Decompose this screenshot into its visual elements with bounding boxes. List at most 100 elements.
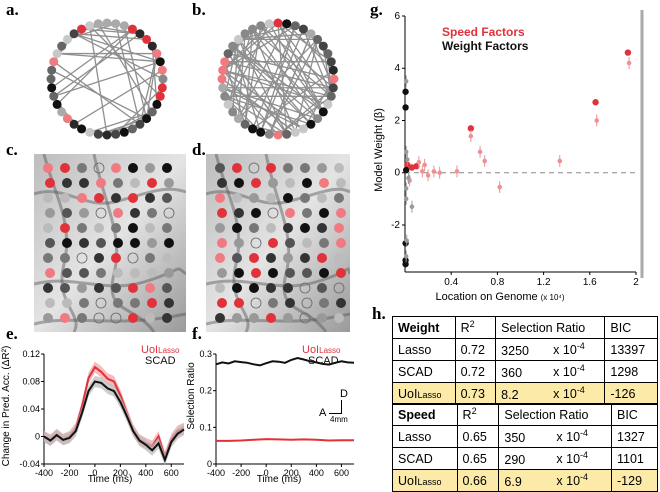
electrode — [77, 313, 87, 323]
series-line-scad — [215, 356, 355, 367]
table-header-cell: BIC — [611, 403, 658, 426]
panel-f-ylabel: Selection Ratio — [186, 362, 197, 430]
electrode — [60, 253, 70, 263]
electrode-empty — [93, 162, 105, 174]
network-diagram-a — [46, 18, 168, 140]
network-node — [57, 107, 67, 117]
network-edge — [227, 28, 254, 105]
y-tick-label: -0.04 — [19, 459, 40, 469]
network-edge — [222, 23, 270, 71]
network-node — [256, 21, 266, 31]
network-node — [102, 18, 112, 28]
electrode — [249, 283, 259, 293]
electrode — [317, 283, 327, 293]
electrode — [319, 268, 329, 278]
electrode — [43, 253, 53, 263]
table-cell: Lasso — [392, 338, 456, 361]
point-weight-light — [403, 186, 409, 191]
point-speed-light — [437, 170, 442, 176]
network-node — [52, 99, 62, 109]
electrode — [43, 313, 53, 323]
electrode — [145, 223, 155, 233]
electrode — [60, 223, 70, 233]
scale-bar: D A 4mm — [319, 388, 351, 424]
electrode — [266, 283, 276, 293]
network-edge — [56, 28, 133, 105]
electrode — [283, 283, 293, 293]
network-edge — [260, 25, 334, 89]
table-cell: 0.66 — [456, 469, 500, 492]
electrode — [162, 193, 172, 203]
network-node — [93, 19, 103, 29]
y-tick-label: -2 — [391, 220, 400, 231]
network-node — [248, 124, 258, 134]
electrode — [317, 223, 327, 233]
point-speed-factors — [467, 125, 475, 132]
electrode — [317, 193, 327, 203]
electrode — [251, 178, 261, 188]
x-tick-label: -200 — [232, 468, 250, 478]
results-table-speed: Speed R2 Selection Ratio BIC Lasso 0.65 350 x 1… — [392, 403, 658, 492]
network-node — [223, 49, 233, 59]
panel-f-legend-uoi: UoILasso — [302, 344, 341, 356]
electrode — [43, 283, 53, 293]
point-weight-light — [403, 254, 409, 259]
network-node — [223, 99, 233, 109]
electrode — [79, 178, 89, 188]
scale-dir-a: A — [319, 407, 327, 419]
electrode — [217, 298, 227, 308]
network-edge — [57, 52, 161, 63]
electrode — [283, 163, 293, 173]
table-row: UoILasso 0.66 6.9 x 10-4 -129 — [392, 469, 658, 492]
point-weight-factors — [402, 88, 409, 95]
electrode — [251, 268, 261, 278]
electrode — [62, 298, 72, 308]
network-node — [158, 74, 168, 84]
electrode — [285, 208, 295, 218]
electrode — [268, 178, 278, 188]
chart-panel-f: Selection Ratio Time (ms) UoILasso SCAD … — [186, 344, 355, 485]
electrode — [283, 193, 293, 203]
point-weight-light — [405, 157, 410, 162]
electrode — [266, 163, 276, 173]
table-cell: 1327 — [611, 425, 658, 448]
electrode — [145, 313, 155, 323]
x-tick-label: 0.4 — [444, 277, 458, 288]
electrode — [302, 178, 312, 188]
electrode-empty — [110, 312, 122, 324]
electrode — [111, 253, 121, 263]
electrode — [334, 223, 344, 233]
electrode — [94, 283, 104, 293]
electrode — [232, 223, 242, 233]
electrode — [217, 268, 227, 278]
table-cell: SCAD — [392, 447, 458, 470]
electrode-empty — [267, 207, 279, 219]
table-header-cell: Weight — [392, 316, 456, 339]
electrode — [62, 268, 72, 278]
electrode — [234, 298, 244, 308]
cortex-sulcus — [214, 154, 250, 332]
network-node — [49, 91, 59, 101]
point-speed-light — [468, 133, 474, 139]
panel-label-a: a. — [6, 0, 19, 19]
network-node — [111, 19, 121, 29]
network-node — [282, 19, 292, 29]
electrode — [217, 238, 227, 248]
electrode — [317, 253, 327, 263]
electrode — [162, 283, 172, 293]
electrode — [336, 178, 346, 188]
y-tick-label: 0.1 — [199, 422, 212, 432]
electrode — [300, 223, 310, 233]
electrode — [113, 268, 123, 278]
network-node — [273, 130, 283, 140]
network-edge — [73, 33, 164, 80]
electrode — [302, 238, 312, 248]
network-node — [135, 119, 145, 129]
network-node — [62, 114, 72, 124]
electrode — [130, 238, 140, 248]
electrode — [45, 238, 55, 248]
electrode — [249, 253, 259, 263]
electrode-empty — [127, 252, 139, 264]
electrode — [266, 253, 276, 263]
point-speed-light — [422, 162, 427, 168]
